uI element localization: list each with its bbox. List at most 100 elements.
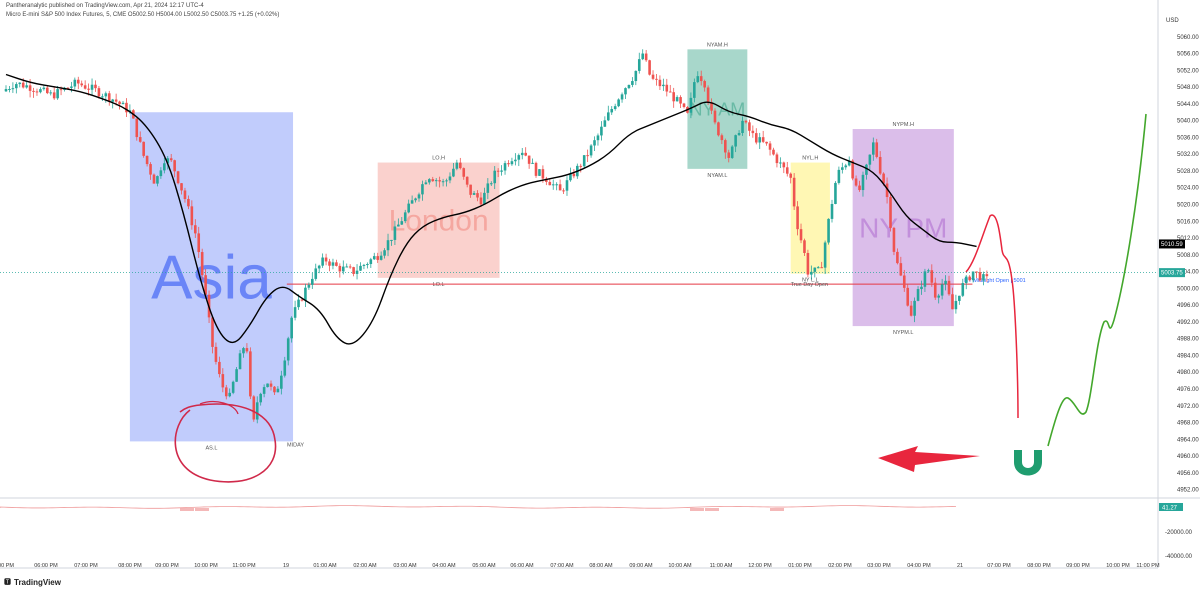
oscillator-bar	[690, 508, 704, 511]
candle-body	[28, 85, 32, 91]
sma-value: 5010.59	[1161, 242, 1183, 248]
candle-body	[46, 87, 49, 94]
candle-body	[562, 190, 565, 192]
price-tick-label: 4984.00	[1177, 353, 1199, 359]
candle-body	[321, 257, 324, 266]
candle-body	[304, 287, 307, 301]
candle-body	[975, 271, 978, 273]
candle-body	[42, 87, 46, 90]
candle-body	[854, 178, 858, 186]
price-tick-label: 5060.00	[1177, 35, 1199, 41]
oscillator-line	[0, 505, 957, 509]
candle-body	[156, 176, 159, 184]
price-tick-label: 5040.00	[1177, 119, 1199, 125]
candle-body	[121, 102, 125, 105]
candle-body	[21, 82, 25, 88]
candle-body	[166, 158, 170, 164]
candle-body	[545, 178, 548, 182]
true-day-open-label: True Day Open	[791, 282, 828, 288]
candle-body	[569, 173, 572, 181]
candle-body	[782, 162, 786, 168]
session-boxes	[129, 49, 954, 442]
candle-body	[176, 171, 180, 184]
price-value-tag	[1159, 268, 1185, 278]
candle-body	[937, 295, 940, 298]
candle-body	[376, 256, 379, 260]
candle-body	[169, 158, 173, 161]
price-tick-label: 4972.00	[1177, 404, 1199, 410]
candle-body	[527, 155, 531, 164]
candle-body	[193, 225, 197, 234]
candle-body	[338, 265, 342, 272]
candle-body	[985, 274, 989, 277]
candle-body	[761, 137, 765, 142]
candles	[4, 49, 989, 424]
candle-body	[737, 132, 741, 136]
candle-body	[386, 240, 390, 251]
session-label: NY PM	[859, 212, 947, 243]
candle-body	[35, 91, 39, 93]
candle-body	[572, 173, 576, 177]
oscillator-bar	[180, 508, 194, 511]
candle-body	[902, 275, 906, 288]
session-low-label: NYPM.L	[893, 330, 913, 336]
tradingview-footer[interactable]: 🆃 TradingView	[4, 577, 61, 587]
candle-body	[541, 169, 545, 179]
time-tick-label: 07:00 PM	[74, 563, 98, 569]
candle-body	[76, 79, 80, 84]
candle-body	[727, 152, 731, 158]
candle-body	[954, 300, 958, 310]
candle-body	[772, 149, 775, 155]
candle-body	[951, 294, 954, 310]
candle-body	[200, 252, 204, 276]
time-tick-label: 08:00 PM	[118, 563, 142, 569]
candle-body	[520, 152, 524, 156]
candle-body	[971, 271, 975, 281]
session-high-label: NYAM.H	[707, 42, 728, 48]
time-tick-label: 11:00 PM	[232, 563, 256, 569]
price-tick-label: 5004.00	[1177, 270, 1199, 276]
candle-body	[135, 118, 139, 138]
candle-body	[252, 396, 256, 420]
price-axis[interactable]: 4952.00 4956.00 4960.00 4964.00 4968.00 4972.…	[1159, 35, 1199, 494]
candle-body	[286, 338, 290, 361]
publisher-line: Pantheranalytic published on TradingView…	[6, 3, 204, 9]
candle-body	[655, 78, 658, 80]
candle-body	[352, 267, 355, 274]
candle-body	[982, 274, 985, 281]
price-tick-label: 5032.00	[1177, 152, 1199, 158]
magnet-icon	[1014, 450, 1042, 476]
price-tick-label: 5012.00	[1177, 236, 1199, 242]
time-axis[interactable]: 00 PM 06:00 PM 07:00 PM 08:00 PM 09:00 PM 10:…	[0, 563, 1160, 569]
candle-body	[307, 284, 311, 288]
candle-body	[311, 278, 314, 285]
currency-label: USD	[1166, 18, 1179, 24]
candle-body	[204, 275, 207, 295]
candle-body	[228, 392, 232, 397]
time-tick-label: 08:00 PM	[1027, 563, 1051, 569]
candle-body	[958, 295, 961, 301]
oscillator-bar	[705, 508, 719, 511]
candle-body	[331, 262, 335, 266]
candle-body	[617, 99, 620, 107]
time-tick-label: 00 PM	[0, 563, 14, 569]
candle-body	[496, 170, 500, 172]
candle-body	[610, 109, 614, 113]
session-low-label: LO.L	[433, 282, 445, 288]
session-low-label: NY L.L	[802, 278, 819, 284]
candle-body	[713, 110, 717, 123]
candle-body	[317, 265, 321, 269]
candle-body	[534, 162, 538, 176]
session-extra-label: MIDAY	[287, 442, 304, 448]
candle-body	[644, 53, 648, 61]
candle-body	[978, 272, 982, 281]
circle-annotation-tick	[199, 400, 239, 415]
candle-body	[269, 383, 273, 387]
candle-body	[73, 79, 77, 87]
candle-body	[651, 74, 655, 79]
candle-body	[510, 161, 514, 165]
time-tick-label: 09:00 AM	[629, 563, 653, 569]
candle-body	[49, 92, 53, 94]
time-tick-label: 10:00 PM	[194, 563, 218, 569]
